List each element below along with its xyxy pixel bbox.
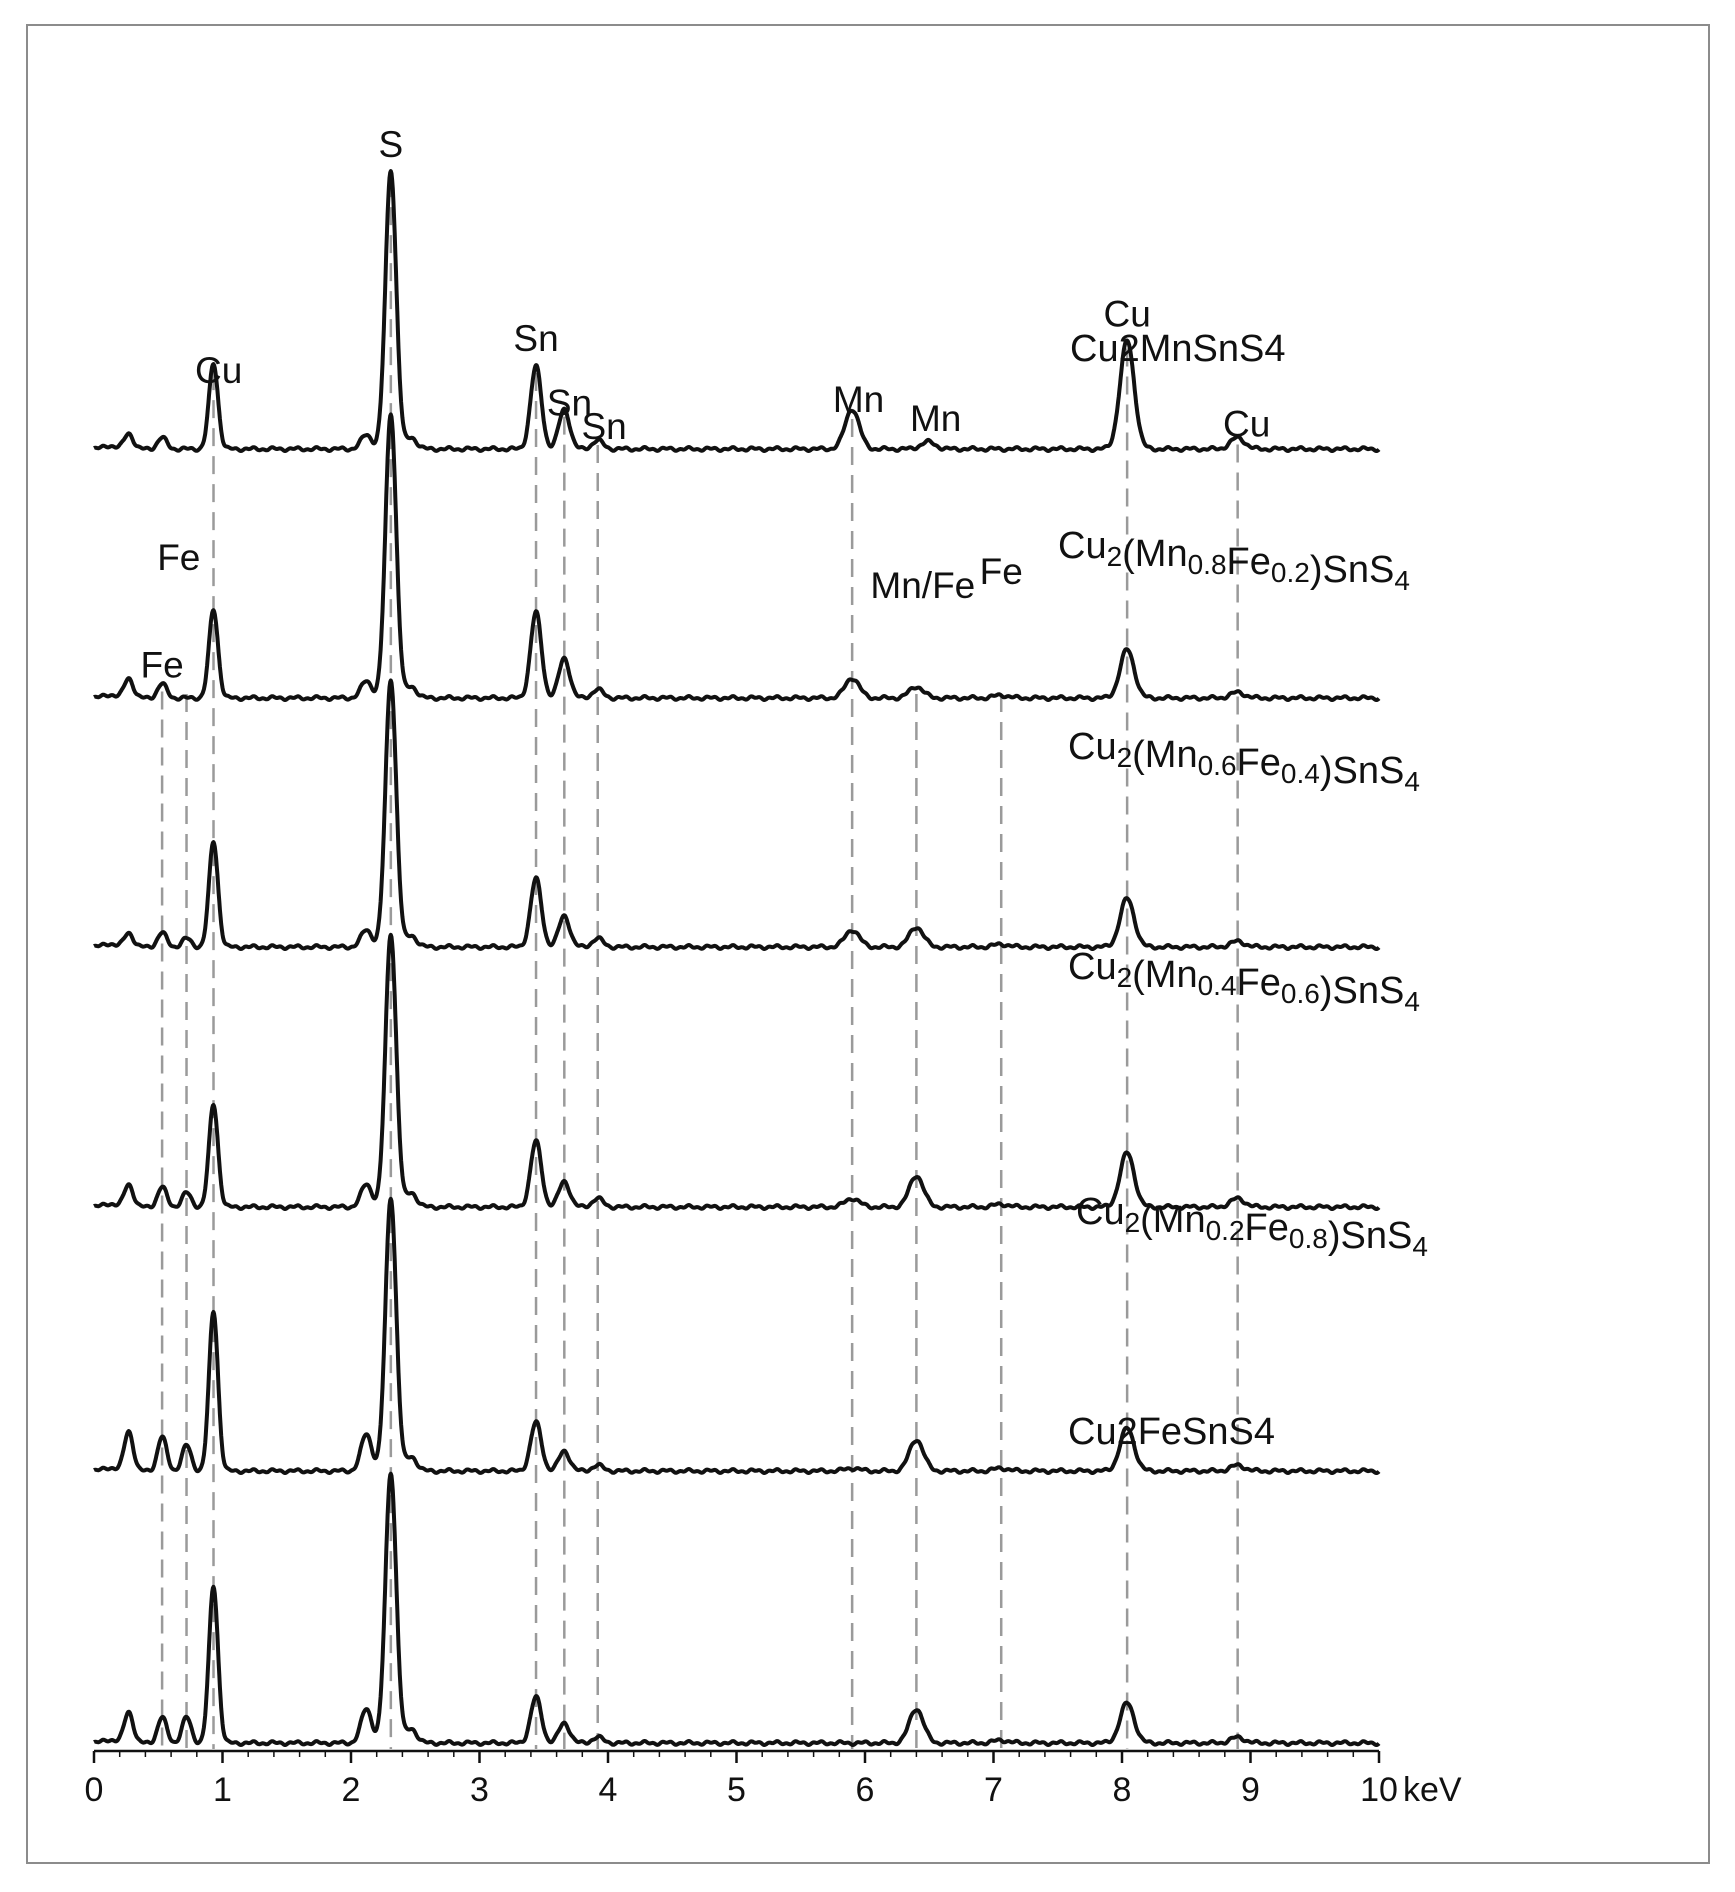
peak-label-sn: Sn <box>547 383 592 424</box>
peak-label-sn: Sn <box>582 406 627 447</box>
sample-label-1: Cu2MnSnS4 <box>1070 328 1285 370</box>
peak-label-fe: Fe <box>157 537 200 578</box>
x-tick-label-7: 7 <box>984 1771 1003 1809</box>
sample-label-3: Cu2(Mn0.6Fe0.4)SnS4 <box>1068 726 1420 797</box>
spectrum-4 <box>92 932 1381 1211</box>
x-axis: 0 1 2 3 4 5 6 7 8 9 10 keV <box>85 1749 1462 1809</box>
x-tick-label-4: 4 <box>599 1771 618 1809</box>
peak-label-fe: Fe <box>141 645 184 686</box>
x-tick-label-5: 5 <box>727 1771 746 1809</box>
sample-label-6: Cu2FeSnS4 <box>1068 1411 1275 1453</box>
sample-labels: Cu2MnSnS4 Cu2(Mn0.8Fe0.2)SnS4 Cu2(Mn0.6Fe0… <box>1058 328 1428 1453</box>
figure-frame: S Cu Sn Sn Sn Mn Mn Cu Cu Fe Fe Mn/Fe Fe Cu2MnSnS4 Cu… <box>26 24 1710 1864</box>
sample-label-4: Cu2(Mn0.4Fe0.6)SnS4 <box>1068 946 1420 1017</box>
reference-lines <box>160 179 1239 1749</box>
x-tick-label-3: 3 <box>470 1771 489 1809</box>
x-tick-label-0: 0 <box>85 1771 104 1809</box>
sample-label-2: Cu2(Mn0.8Fe0.2)SnS4 <box>1058 525 1410 596</box>
x-tick-label-6: 6 <box>856 1771 875 1809</box>
x-tick-label-8: 8 <box>1113 1771 1132 1809</box>
peak-label-cu: Cu <box>195 350 242 391</box>
x-tick-label-1: 1 <box>213 1771 232 1809</box>
peak-label-s: S <box>378 124 403 165</box>
peak-label-mn: Mn <box>910 398 961 439</box>
spectrum-3 <box>92 678 1381 951</box>
x-axis-unit-label: keV <box>1403 1771 1462 1809</box>
x-tick-label-2: 2 <box>342 1771 361 1809</box>
spectrum-6 <box>92 1471 1381 1747</box>
sample-label-5: Cu2(Mn0.2Fe0.8)SnS4 <box>1076 1191 1428 1262</box>
peak-label-mn: Mn <box>833 379 884 420</box>
peak-label-cu: Cu <box>1223 403 1270 444</box>
peak-label-sn: Sn <box>513 318 558 359</box>
x-tick-label-10: 10 <box>1360 1771 1398 1809</box>
peak-label-fe: Fe <box>980 551 1023 592</box>
x-tick-label-9: 9 <box>1241 1771 1260 1809</box>
spectrum-2 <box>92 412 1381 702</box>
peak-label-cu: Cu <box>1103 293 1150 334</box>
spectrum-5 <box>92 1196 1381 1475</box>
spectrum-1 <box>92 169 1381 453</box>
spectra <box>92 169 1381 1747</box>
peak-label-mn-fe: Mn/Fe <box>870 565 975 606</box>
